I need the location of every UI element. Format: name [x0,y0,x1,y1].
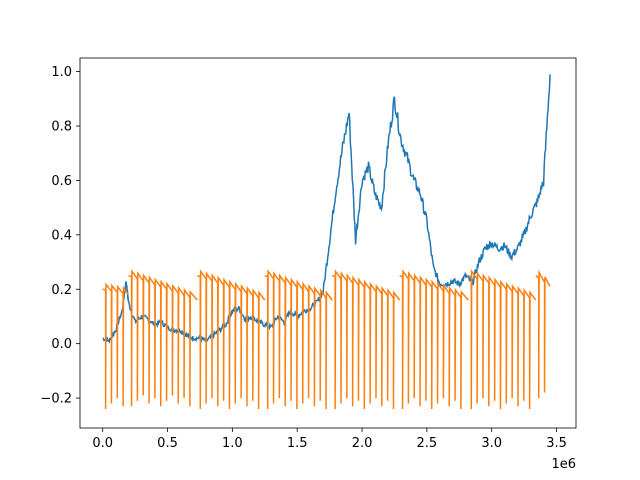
x-offset-label: 1e6 [551,457,576,472]
x-tick-label: 0.5 [157,436,178,451]
x-tick-label: 2.5 [417,436,438,451]
axes-frame [79,57,577,429]
x-tick-label: 3.0 [481,436,502,451]
y-tick-label: 1.0 [51,65,72,80]
series-layer [102,74,551,409]
y-tick-label: 0.6 [51,174,72,189]
y-tick-label: 0.0 [51,337,72,352]
y-tick-label: 0.4 [51,228,72,243]
plot-area [80,58,576,428]
series-orange-line [102,268,551,409]
x-tick-label: 1.5 [287,436,308,451]
x-tick-label: 1.0 [222,436,243,451]
y-tick-label: 0.2 [51,283,72,298]
x-tick-label: 0.0 [92,436,113,451]
y-tick-label: −0.2 [40,392,72,407]
x-tick-label: 2.0 [352,436,373,451]
y-tick-label: 0.8 [51,120,72,135]
axes-layer: 0.0 0.5 1.0 1.5 2.0 2.5 3.0 3.5 −0.2 0.0 0.2 0.4 0.6… [40,57,577,472]
x-tick-label: 3.5 [546,436,567,451]
